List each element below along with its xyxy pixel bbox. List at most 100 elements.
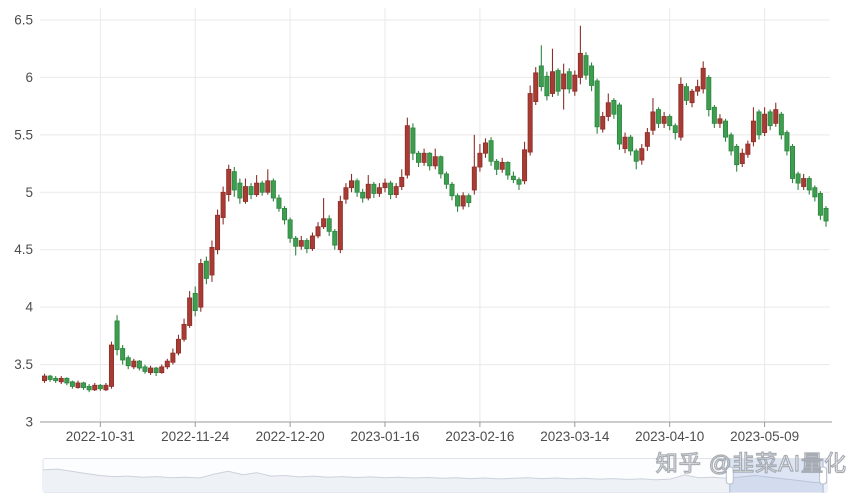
candle-down <box>806 176 812 195</box>
candle-down <box>47 374 53 382</box>
candle-body <box>661 116 667 124</box>
candle-body <box>265 180 271 193</box>
candle-body <box>488 140 494 162</box>
candle-body <box>131 360 137 368</box>
x-axis-label: 2022-10-31 <box>66 429 135 444</box>
candle-body <box>767 111 773 127</box>
candle-body <box>254 182 260 195</box>
candle-down <box>248 183 254 200</box>
candle-down <box>142 364 148 374</box>
candle-down <box>633 148 639 170</box>
candle-body <box>376 187 382 194</box>
candle-body <box>471 166 477 191</box>
candle-body <box>287 219 293 239</box>
candle-down <box>784 130 790 156</box>
candle-body <box>589 65 595 86</box>
candle-body <box>750 120 756 143</box>
candle-body <box>561 73 567 90</box>
candle-down <box>326 215 332 236</box>
candle-body <box>745 143 751 155</box>
candle-body <box>438 156 444 175</box>
candle-down <box>589 62 595 92</box>
candle-body <box>421 152 427 163</box>
candle-up <box>644 127 650 151</box>
candle-down <box>125 355 131 370</box>
plot-area[interactable] <box>40 8 830 422</box>
candle-body <box>270 180 276 199</box>
candle-body <box>97 384 103 390</box>
candle-body <box>790 145 796 179</box>
candle-body <box>784 132 790 152</box>
candle-down <box>812 185 818 202</box>
candle-body <box>293 237 299 247</box>
navigator-left-handle[interactable] <box>725 466 734 485</box>
candle-body <box>404 125 410 176</box>
y-axis-label: 5.5 <box>14 127 33 142</box>
navigator-right-handle[interactable] <box>819 466 828 485</box>
candle-body <box>706 77 712 110</box>
y-axis-label: 4 <box>25 300 33 315</box>
candle-up <box>499 157 505 173</box>
candle-up <box>622 132 628 154</box>
candle-up <box>689 88 695 108</box>
candle-body <box>678 83 684 138</box>
candle-up <box>717 114 723 128</box>
candle-body <box>215 214 221 251</box>
candle-body <box>337 201 343 251</box>
candle-body <box>47 375 53 380</box>
candle-body <box>64 377 70 384</box>
candle-up <box>108 341 114 389</box>
candle-up <box>432 148 438 170</box>
candle-down <box>438 155 444 179</box>
candle-up <box>661 111 667 128</box>
candle-body <box>773 109 779 124</box>
candle-down <box>136 359 142 371</box>
candle-up <box>220 186 226 225</box>
candle-body <box>611 100 617 115</box>
candle-body <box>237 182 243 199</box>
candle-down <box>287 217 293 243</box>
navigator-selection[interactable] <box>729 459 824 492</box>
candle-down <box>455 193 461 212</box>
candle-down <box>544 71 550 101</box>
y-axis-label: 3 <box>25 415 33 430</box>
candle-body <box>700 67 706 90</box>
candle-down <box>706 75 712 117</box>
candle-body <box>499 162 505 170</box>
candle-body <box>566 71 572 90</box>
grid <box>40 8 830 422</box>
candle-body <box>321 218 327 228</box>
candle-up <box>170 348 176 365</box>
candle-body <box>159 366 165 374</box>
candle-up <box>159 364 165 374</box>
candle-up <box>315 222 321 239</box>
candle-up <box>522 141 528 185</box>
candle-up <box>527 85 533 156</box>
x-axis-label: 2022-11-24 <box>161 429 230 444</box>
candle-body <box>354 180 360 193</box>
candle-up <box>399 169 405 190</box>
candle-down <box>427 152 433 171</box>
y-axis-label: 3.5 <box>14 357 33 372</box>
candle-up <box>695 79 701 96</box>
candle-up <box>533 67 539 105</box>
candle-body <box>192 292 198 311</box>
candle-body <box>315 226 321 237</box>
candle-up <box>482 138 488 158</box>
candle-down <box>672 123 678 140</box>
candle-down <box>203 256 209 285</box>
candle-up <box>175 334 181 356</box>
candle-body <box>605 102 611 117</box>
candle-down <box>64 377 70 386</box>
candle-up <box>321 198 327 230</box>
candle-up <box>265 169 271 195</box>
candle-up <box>382 178 388 193</box>
candle-up <box>254 175 260 197</box>
candle-body <box>259 182 265 193</box>
candle-body <box>427 152 433 167</box>
candle-up <box>577 25 583 85</box>
candle-body <box>53 377 59 382</box>
candle-body <box>801 178 807 187</box>
candle-up <box>600 111 606 133</box>
candle-up <box>739 148 745 168</box>
